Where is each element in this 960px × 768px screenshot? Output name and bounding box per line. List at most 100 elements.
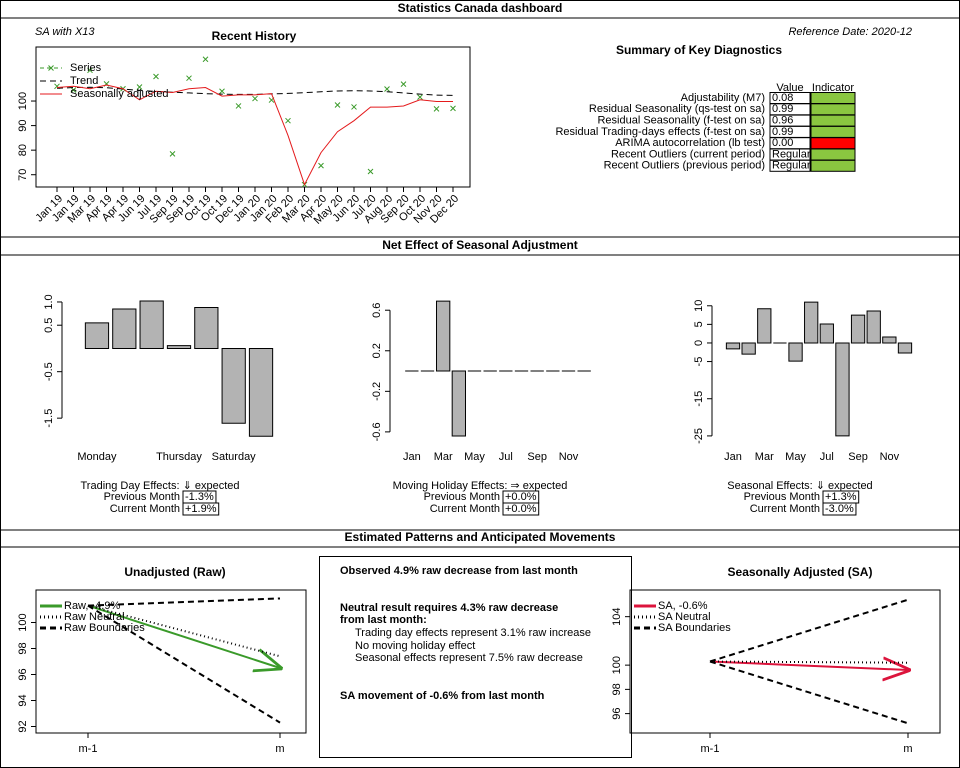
x-tick-label: Mar: [434, 451, 453, 463]
bar: [819, 323, 834, 344]
point: [87, 67, 93, 74]
y-tick-label: -15: [693, 391, 705, 407]
indicator: [810, 159, 856, 172]
bar: [741, 342, 756, 355]
section-title: Estimated Patterns and Anticipated Movem…: [345, 530, 616, 544]
y-tick-label: 5: [693, 321, 705, 327]
legend-swatch: [48, 65, 54, 71]
chart-title: Unadjusted (Raw): [124, 565, 225, 579]
point: [334, 102, 341, 108]
y-tick-label: -0.5: [43, 362, 55, 381]
sa-text: SA movement of -0.6% from last month: [340, 690, 545, 702]
annotation-label: Previous Month: [104, 491, 180, 503]
annotation-value: +0.0%: [505, 491, 537, 503]
diagnostic-value: 0.99: [772, 103, 793, 115]
y-tick-label: 100: [17, 92, 29, 110]
diagnostic-value: 0.99: [772, 126, 793, 138]
legend-label: SA Neutral: [658, 611, 711, 623]
bar: [436, 300, 451, 372]
legend-label: Trend: [70, 75, 98, 87]
reference-date: Reference Date: 2020-12: [788, 26, 912, 38]
diagnostic-label: Residual Seasonality (qs-test on sa): [589, 103, 765, 115]
annotation-label: Previous Month: [424, 491, 500, 503]
point: [70, 87, 77, 93]
diagnostic-value: 0.08: [772, 92, 793, 104]
y-tick-label: -0.6: [371, 422, 383, 441]
observed-text: Observed 4.9% raw decrease from last mon…: [340, 565, 578, 577]
annotation-value: +1.9%: [185, 503, 217, 515]
annotation-title: Seasonal Effects: ⇓ expected: [727, 480, 872, 492]
y-tick-label: 0.2: [371, 343, 383, 358]
x-tick-label: Sep: [848, 451, 868, 463]
bar: [451, 370, 466, 437]
x-tick-label: m-1: [701, 743, 720, 755]
series-line: [709, 598, 909, 663]
point: [400, 81, 407, 87]
x-tick-label: Jul: [499, 451, 513, 463]
bar: [882, 336, 897, 344]
point: [367, 168, 374, 175]
x-tick-label: Nov: [880, 451, 900, 463]
y-tick-label: 100: [17, 613, 29, 631]
diagnostic-value: Regular: [772, 160, 811, 172]
value-box: [822, 502, 857, 516]
point: [433, 106, 440, 112]
bar: [835, 342, 850, 437]
point: [252, 95, 258, 102]
x-tick-label: Nov: [559, 451, 579, 463]
effect-text: Trading day effects represent 3.1% raw i…: [355, 627, 591, 639]
annotation-value: -3.0%: [825, 503, 854, 515]
series-line: [87, 597, 281, 607]
point: [384, 86, 390, 92]
y-tick-label: 0: [693, 340, 705, 346]
x-tick-label: Jan: [403, 451, 421, 463]
section-title: Net Effect of Seasonal Adjustment: [382, 238, 578, 252]
bar: [139, 300, 164, 349]
annotation-value: +1.3%: [825, 491, 857, 503]
y-tick-label: 96: [17, 668, 29, 680]
point: [285, 117, 291, 124]
x-tick-label: m-1: [79, 743, 98, 755]
indicator: [810, 137, 856, 150]
bar: [850, 314, 866, 344]
x-tick-label: May: [785, 451, 806, 463]
annotation-title: Moving Holiday Effects: ⇒ expected: [393, 480, 568, 492]
neutral-text: from last month:: [340, 614, 427, 626]
point: [202, 56, 209, 63]
y-tick-label: -1.5: [43, 409, 55, 428]
diagnostic-value: Regular: [772, 148, 811, 160]
point: [318, 162, 324, 169]
legend-label: Raw Neutral: [64, 611, 125, 623]
point: [235, 103, 242, 109]
point: [136, 84, 143, 90]
y-tick-label: 92: [17, 720, 29, 732]
series-line: [709, 662, 908, 670]
legend-label: Seasonally adjusted: [70, 88, 168, 100]
page-title: Statistics Canada dashboard: [398, 1, 563, 15]
x-tick-label: Jul: [820, 451, 834, 463]
x-tick-label: Sep: [527, 451, 547, 463]
bar: [84, 322, 110, 349]
y-tick-label: 98: [611, 683, 623, 695]
series-line: [56, 84, 453, 186]
chart-title: Seasonally Adjusted (SA): [728, 565, 873, 579]
text-panel: [319, 556, 632, 758]
indicator: [810, 148, 856, 161]
indicator: [810, 92, 856, 104]
effect-text: Seasonal effects represent 7.5% raw decr…: [355, 652, 583, 664]
point: [169, 150, 176, 157]
diagnostic-value: 0.96: [772, 115, 793, 127]
bar: [248, 347, 274, 437]
y-tick-label: 1.0: [43, 294, 55, 309]
diagnostic-label: Recent Outliers (current period): [611, 148, 765, 160]
left-note: SA with X13: [35, 26, 95, 38]
value-box: [502, 502, 540, 516]
legend-label: Raw Boundaries: [64, 622, 145, 634]
neutral-text: Neutral result requires 4.3% raw decreas…: [340, 602, 558, 614]
x-tick-label: m: [903, 743, 912, 755]
bar: [866, 310, 881, 344]
point: [153, 73, 159, 80]
bar: [788, 342, 803, 362]
x-tick-label: Thursday: [156, 451, 202, 463]
